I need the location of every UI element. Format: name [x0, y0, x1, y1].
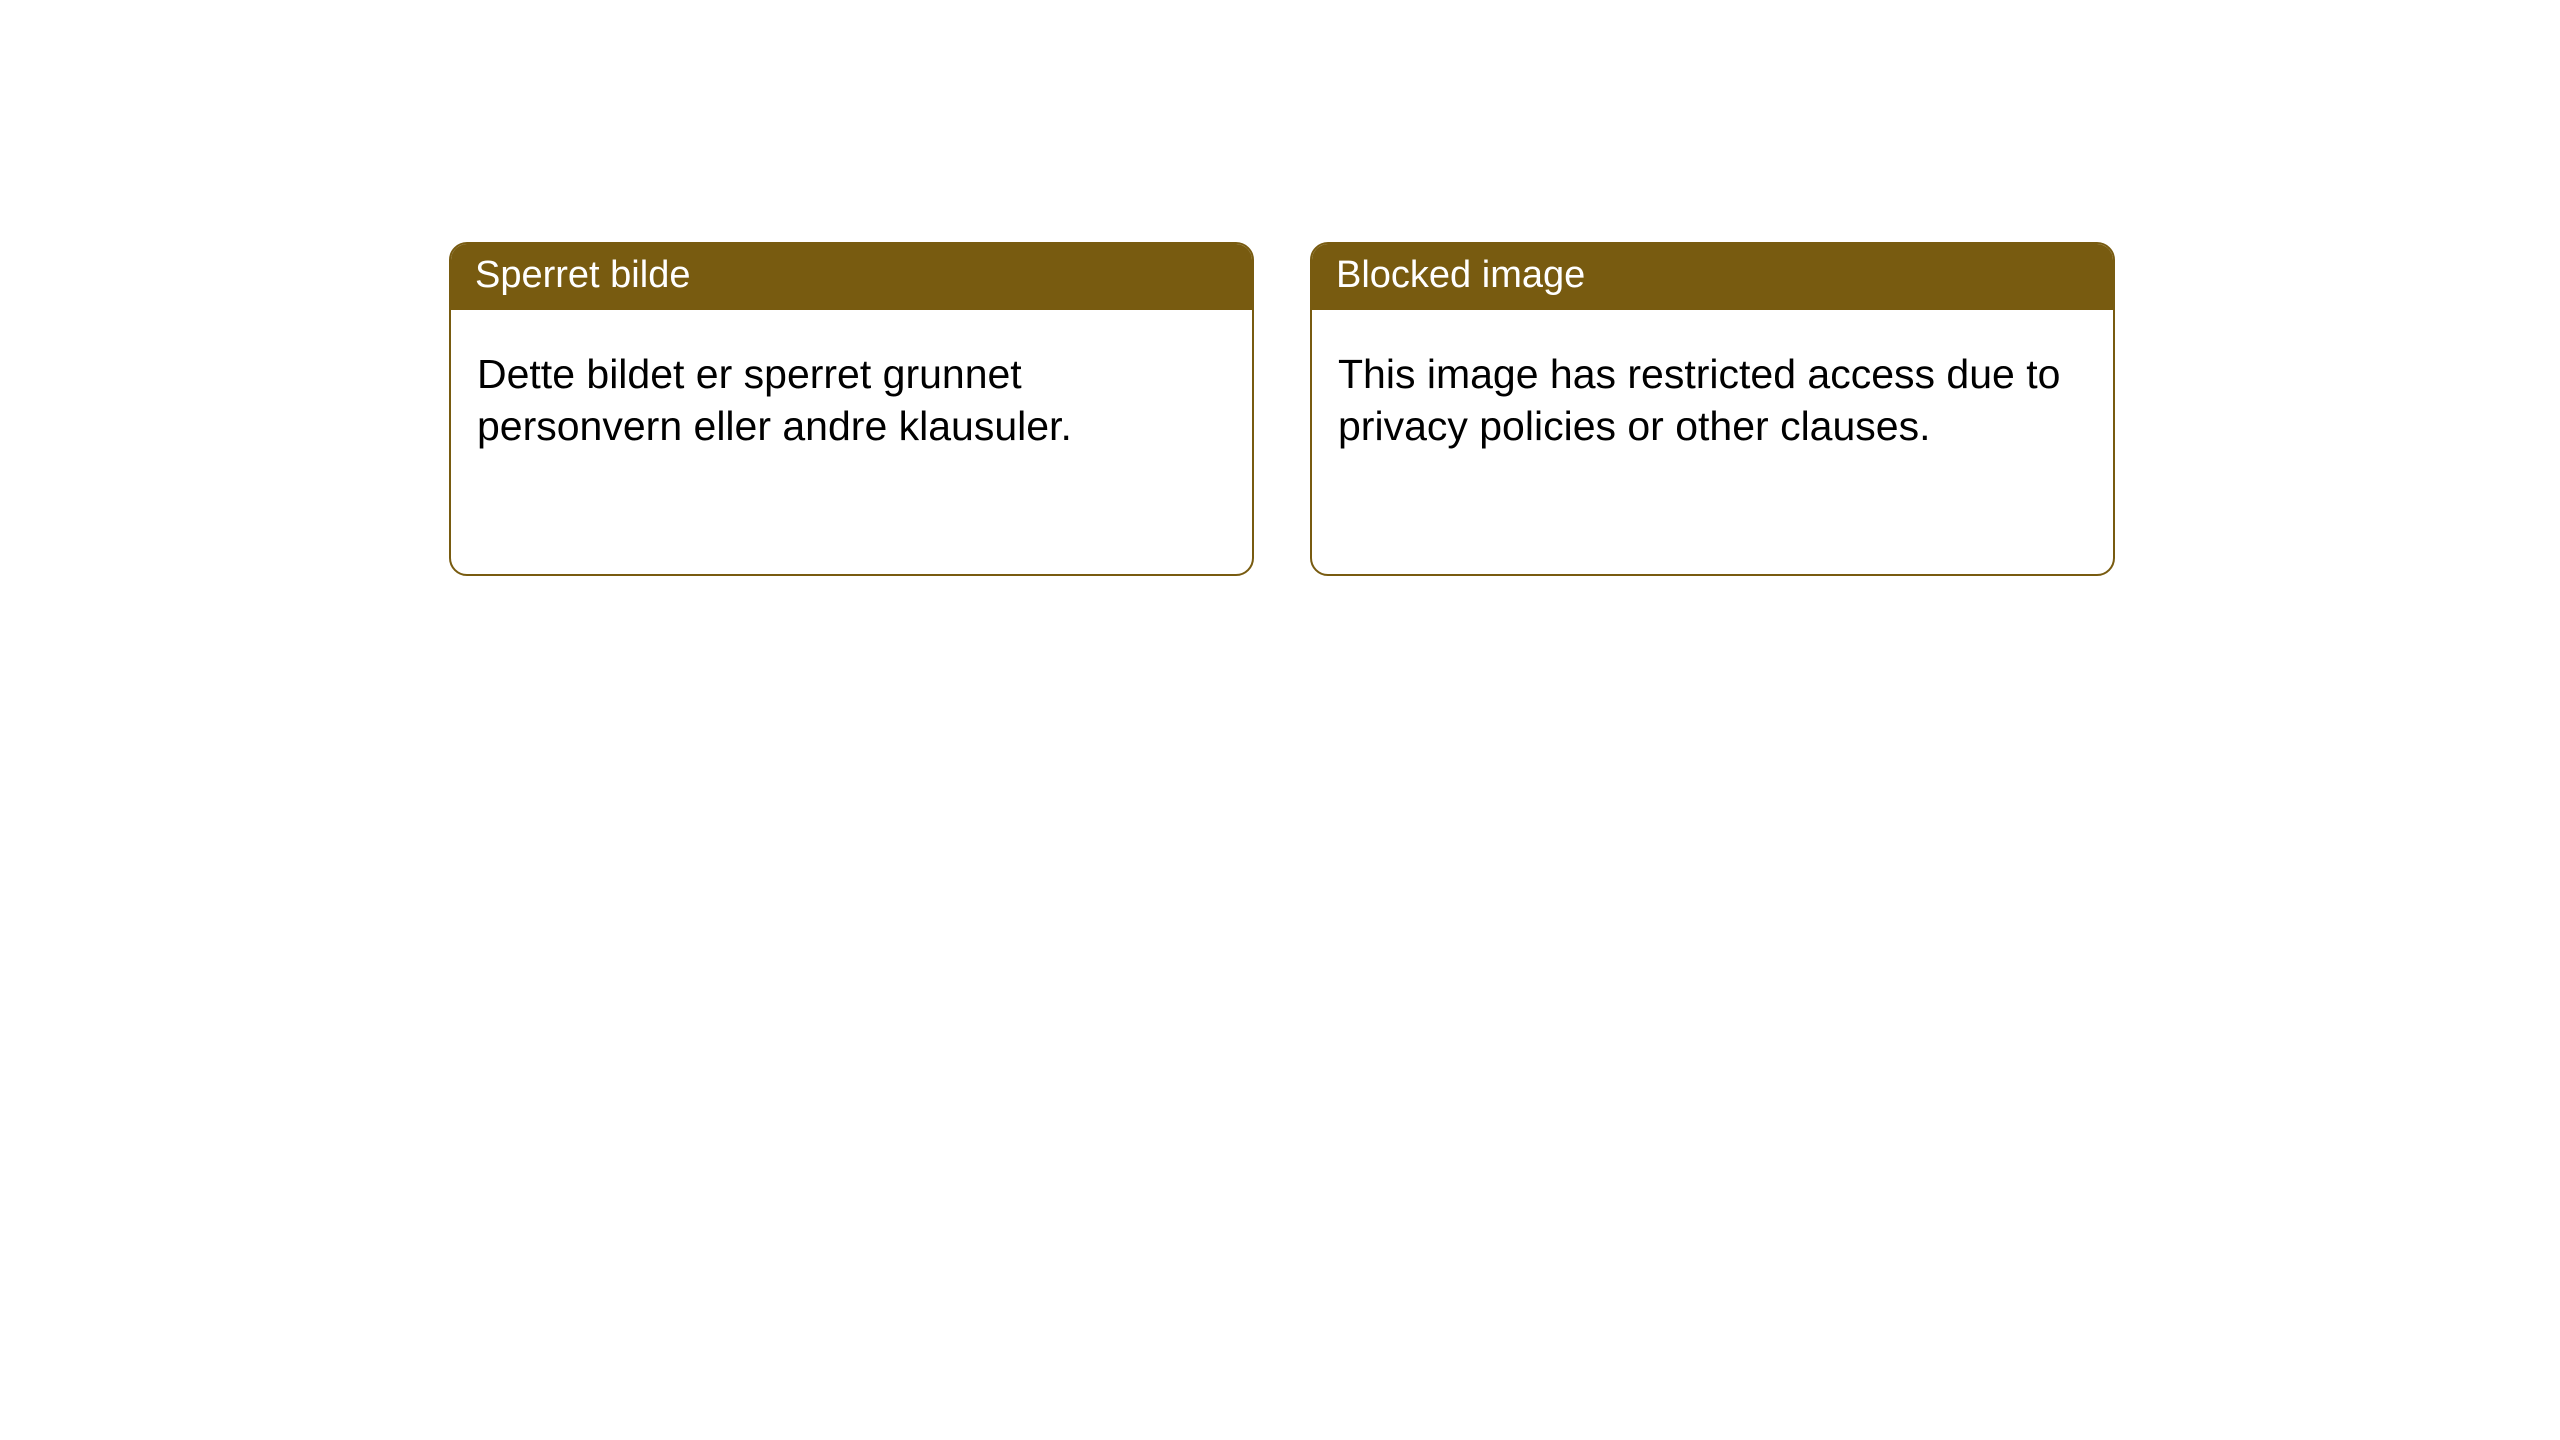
card-body: Dette bildet er sperret grunnet personve…: [451, 310, 1252, 479]
card-title: Blocked image: [1336, 254, 1585, 296]
card-body-text: This image has restricted access due to …: [1338, 351, 2060, 449]
notice-container: Sperret bilde Dette bildet er sperret gr…: [0, 0, 2560, 576]
blocked-image-card-en: Blocked image This image has restricted …: [1310, 242, 2115, 576]
card-header: Blocked image: [1312, 244, 2113, 310]
card-header: Sperret bilde: [451, 244, 1252, 310]
card-body-text: Dette bildet er sperret grunnet personve…: [477, 351, 1072, 449]
card-body: This image has restricted access due to …: [1312, 310, 2113, 479]
card-title: Sperret bilde: [475, 254, 690, 296]
blocked-image-card-no: Sperret bilde Dette bildet er sperret gr…: [449, 242, 1254, 576]
